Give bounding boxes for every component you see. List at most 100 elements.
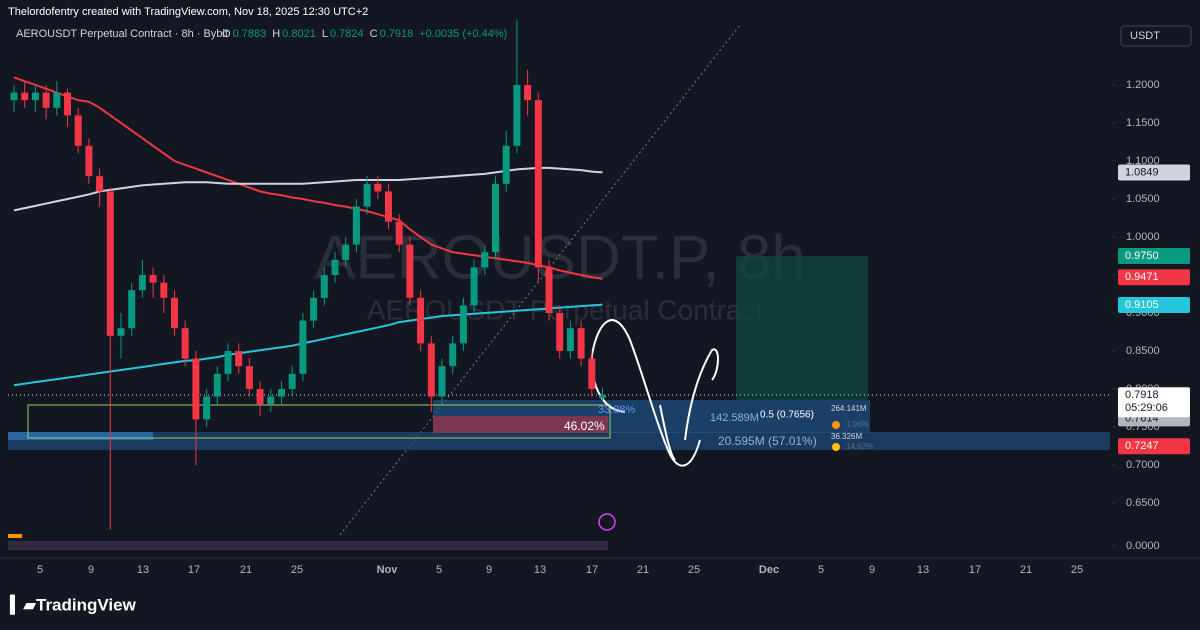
support-zone-left xyxy=(8,432,153,440)
candle-body xyxy=(310,297,318,321)
price-tag xyxy=(1118,247,1190,264)
moving-average xyxy=(13,76,603,280)
candle-body xyxy=(288,373,296,390)
y-tick-label: 0.0000 xyxy=(1126,540,1160,552)
annotation: 14.62% xyxy=(846,442,873,451)
annotation-dot xyxy=(832,443,840,451)
candle-body xyxy=(331,259,339,275)
candle-body xyxy=(106,191,114,336)
annotation: 36.326M xyxy=(831,432,862,441)
brand: TradingView xyxy=(36,595,137,614)
x-tick-label: 25 xyxy=(1071,564,1083,576)
candle-body xyxy=(53,92,61,108)
candle-body xyxy=(171,297,178,329)
candle-body xyxy=(566,328,574,352)
candle-body xyxy=(449,343,457,367)
candle-body xyxy=(10,92,18,101)
candle-body xyxy=(438,366,446,397)
annotation-dot xyxy=(832,421,840,429)
annotation: 33.98% xyxy=(598,404,636,416)
candle-body xyxy=(406,244,414,298)
moving-average xyxy=(13,303,603,387)
ohlc-value: 0.7883 xyxy=(233,28,267,40)
indicator-marker xyxy=(8,534,22,538)
candle-body xyxy=(470,267,478,306)
ohlc-letter: H xyxy=(272,28,280,40)
candle-body xyxy=(588,358,596,390)
candle-body xyxy=(21,92,29,101)
candle-body xyxy=(363,183,371,207)
candle-body xyxy=(203,396,211,420)
price-tag-label: 0.7247 xyxy=(1125,440,1159,452)
x-tick-label: 5 xyxy=(818,564,824,576)
x-tick-label: 5 xyxy=(37,564,43,576)
candle-body xyxy=(481,252,489,268)
trend-line xyxy=(339,24,741,536)
price-tag-label: 0.9750 xyxy=(1125,250,1159,262)
annotation: 1.96% xyxy=(846,420,869,429)
indicator-strip xyxy=(8,541,608,550)
candle-body xyxy=(31,92,39,101)
candle-body xyxy=(545,267,553,314)
candle-body xyxy=(524,84,532,101)
candle-body xyxy=(160,282,168,298)
candle-body xyxy=(64,92,71,116)
hand-drawn-path xyxy=(590,319,719,467)
last-price-tag xyxy=(1118,387,1190,418)
candle-body xyxy=(224,351,232,374)
annotation: 264.141M xyxy=(831,404,867,413)
x-tick-label: 25 xyxy=(688,564,700,576)
candle-body xyxy=(74,115,82,146)
symbol-line: AEROUSDT Perpetual Contract · 8h · Bybit xyxy=(16,28,228,40)
x-tick-label: 21 xyxy=(637,564,649,576)
watermark-sub: AEROUSDT Perpetual Contract xyxy=(367,294,764,325)
currency-button[interactable] xyxy=(1120,25,1192,47)
x-tick-label: 13 xyxy=(917,564,929,576)
y-tick-label: 1.1000 xyxy=(1126,155,1160,167)
x-tick-label: 13 xyxy=(137,564,149,576)
candle-body xyxy=(245,366,253,390)
y-tick-label: 0.8500 xyxy=(1126,345,1160,357)
candle-body xyxy=(599,395,606,398)
price-tag xyxy=(1118,297,1190,314)
candle-body xyxy=(395,221,403,245)
candle-body xyxy=(513,84,521,146)
candle-body xyxy=(492,183,499,253)
candle-body xyxy=(42,92,50,108)
y-tick-label: 1.2000 xyxy=(1126,79,1160,91)
watermark: AEROUSDT.P, 8h xyxy=(314,223,806,292)
support-zone xyxy=(8,432,1110,450)
y-tick-label: 1.1500 xyxy=(1126,117,1160,129)
alert-icon xyxy=(598,513,616,531)
candle-body xyxy=(502,145,510,184)
candle-body xyxy=(320,275,328,298)
price-tag-label: 0.9105 xyxy=(1125,299,1159,311)
annotation: 0.5 (0.7656) xyxy=(760,410,814,421)
y-tick-label: 0.6500 xyxy=(1126,497,1160,509)
annotation: 20.595M (57.01%) xyxy=(718,434,817,448)
y-tick-label: 1.0500 xyxy=(1126,193,1160,205)
candle-body xyxy=(352,206,360,245)
price-tag xyxy=(1118,269,1190,286)
candle-body xyxy=(128,290,136,329)
ohlc-letter: O xyxy=(222,28,231,40)
x-tick-label: 5 xyxy=(436,564,442,576)
candle-body xyxy=(138,275,146,291)
currency-label[interactable]: USDT xyxy=(1130,30,1160,42)
candle-body xyxy=(534,100,542,268)
ohlc-value: 0.7918 xyxy=(380,28,414,40)
candle-body xyxy=(96,176,104,192)
candle-body xyxy=(577,328,585,359)
long-target-zone xyxy=(736,256,868,400)
candle-body xyxy=(459,305,467,344)
x-tick-label: 17 xyxy=(586,564,598,576)
price-tag xyxy=(1118,438,1190,455)
candle-body xyxy=(213,373,221,397)
ohlc-value: 0.7824 xyxy=(330,28,364,40)
candle-body xyxy=(117,328,125,336)
candle-body xyxy=(342,244,350,260)
ohlc-letter: L xyxy=(322,28,328,40)
candle-body xyxy=(85,145,93,177)
candle-body xyxy=(385,191,392,222)
